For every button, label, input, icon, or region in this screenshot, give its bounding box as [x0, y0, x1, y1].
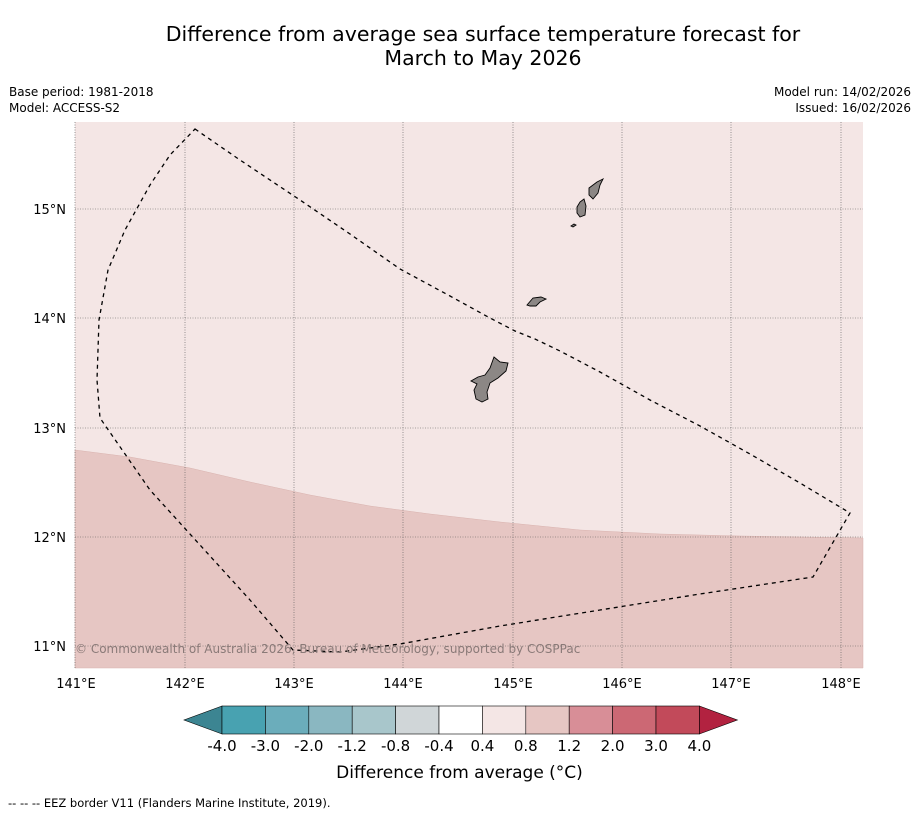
- lat-tick-label: 12°N: [33, 531, 66, 546]
- lat-tick-label: 11°N: [33, 640, 66, 655]
- chart-title-line2: March to May 2026: [384, 46, 582, 70]
- footer-eez-legend: -- -- -- EEZ border V11 (Flanders Marine…: [8, 796, 331, 810]
- map-copyright: © Commonwealth of Australia 2026, Bureau…: [75, 642, 580, 656]
- lon-tick-label: 144°E: [383, 677, 423, 692]
- land-masses: [470, 177, 605, 403]
- colorbar-tick-label: 0.8: [514, 737, 538, 755]
- lon-tick-label: 143°E: [274, 677, 314, 692]
- lon-tick-label: 142°E: [165, 677, 205, 692]
- colorbar-segment: [438, 705, 483, 735]
- colorbar-segment: [568, 705, 613, 735]
- colorbar-tick-label: -0.4: [424, 737, 453, 755]
- colorbar-tick-label: 3.0: [644, 737, 668, 755]
- meta-left: Base period: 1981-2018 Model: ACCESS-S2: [9, 84, 154, 116]
- lat-tick-labels: 15°N 14°N 13°N 12°N 11°N: [33, 203, 66, 655]
- colorbar-tick-label: 0.4: [470, 737, 494, 755]
- colorbar: -4.0 -3.0 -2.0 -1.2 -0.8 -0.4 0.4 0.8 1.2 2.0 3.0 4…: [183, 705, 739, 755]
- base-period: Base period: 1981-2018: [9, 85, 154, 99]
- colorbar-title: Difference from average (°C): [336, 763, 583, 783]
- colorbar-segment: [612, 705, 657, 735]
- lon-tick-label: 145°E: [493, 677, 533, 692]
- colorbar-tick-label: -2.0: [294, 737, 323, 755]
- lon-tick-label: 146°E: [602, 677, 642, 692]
- colorbar-tick-label: 2.0: [601, 737, 625, 755]
- lat-tick-label: 14°N: [33, 312, 66, 327]
- colorbar-over-arrow: [699, 705, 739, 735]
- colorbar-segment: [308, 705, 353, 735]
- colorbar-segment: [265, 705, 310, 735]
- lat-tick-label: 13°N: [33, 422, 66, 437]
- colorbar-tick-label: -0.8: [381, 737, 410, 755]
- lon-tick-label: 147°E: [711, 677, 751, 692]
- anomaly-region-warm: [74, 449, 864, 669]
- colorbar-segment: [351, 705, 396, 735]
- graticule: [75, 122, 863, 668]
- island-aguijan: [570, 223, 577, 228]
- lon-tick-label: 148°E: [821, 677, 861, 692]
- meta-right: Model run: 14/02/2026 Issued: 16/02/2026: [774, 84, 911, 116]
- colorbar-segment: [655, 705, 700, 735]
- issued-date: Issued: 16/02/2026: [795, 101, 911, 115]
- lon-tick-labels: 141°E 142°E 143°E 144°E 145°E 146°E 147°…: [56, 677, 861, 692]
- colorbar-segment: [395, 705, 440, 735]
- model-name: Model: ACCESS-S2: [9, 101, 121, 115]
- colorbar-tick-label: -1.2: [338, 737, 367, 755]
- colorbar-tick-label: 4.0: [687, 737, 711, 755]
- island-guam: [470, 356, 509, 403]
- colorbar-under-arrow: [183, 705, 223, 735]
- island-rota: [526, 296, 548, 307]
- island-tinian: [576, 198, 587, 218]
- model-run: Model run: 14/02/2026: [773, 85, 911, 99]
- island-saipan: [588, 177, 605, 200]
- eez-border: [96, 128, 851, 653]
- colorbar-tick-label: -3.0: [251, 737, 280, 755]
- colorbar-segment: [525, 705, 570, 735]
- chart-title-line1: Difference from average sea surface temp…: [165, 22, 801, 46]
- colorbar-segment: [482, 705, 527, 735]
- chart-title: Difference from average sea surface temp…: [0, 22, 919, 70]
- colorbar-segment: [221, 705, 266, 735]
- lat-tick-label: 15°N: [33, 203, 66, 218]
- lon-tick-label: 141°E: [56, 677, 96, 692]
- colorbar-tick-label: -4.0: [207, 737, 236, 755]
- colorbar-tick-label: 1.2: [557, 737, 581, 755]
